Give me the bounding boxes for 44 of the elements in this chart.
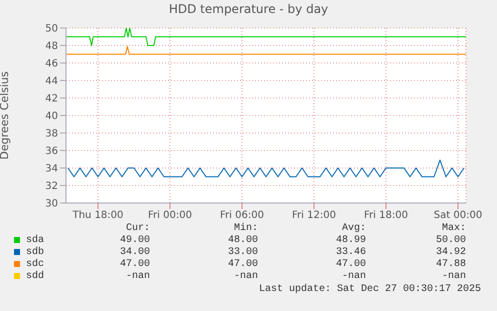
y-tick-label: 46 <box>45 58 58 70</box>
text: -nan <box>232 271 258 282</box>
text: Min: <box>232 223 258 234</box>
legend-label: sda <box>26 235 44 246</box>
x-tick-label: Thu 18:00 <box>72 210 124 222</box>
text: 34.92 <box>434 247 466 258</box>
y-tick-label: 40 <box>45 111 58 122</box>
x-tick-label: Fri 00:00 <box>148 210 192 222</box>
text: -nan <box>340 271 366 282</box>
y-tick-label: 32 <box>45 181 58 192</box>
x-tick-label: Fri 18:00 <box>364 210 408 222</box>
y-tick-label: 50 <box>45 24 58 35</box>
x-tick-label: Fri 12:00 <box>292 210 336 222</box>
y-axis-title: Degrees Celsius <box>0 71 11 160</box>
text: 34.00 <box>118 247 150 258</box>
text: 48.99 <box>334 235 366 246</box>
text: 33.00 <box>226 247 258 258</box>
text: 50.00 <box>434 235 466 246</box>
legend-label: sdc <box>26 259 44 270</box>
text: -nan <box>440 271 466 282</box>
text: 48.00 <box>226 235 258 246</box>
text: -nan <box>124 271 150 282</box>
y-tick-label: 44 <box>45 76 58 88</box>
text: 49.00 <box>118 235 150 246</box>
y-tick-label: 48 <box>45 41 58 52</box>
text: 47.00 <box>334 259 366 270</box>
y-tick-label: 36 <box>45 146 58 158</box>
text: Cur: <box>124 223 150 234</box>
text: Max: <box>440 223 466 234</box>
y-tick-label: 34 <box>45 164 58 175</box>
text: 47.00 <box>226 259 258 270</box>
y-tick-label: 30 <box>45 198 58 210</box>
text: 47.00 <box>118 259 150 270</box>
x-tick-label: Sat 00:00 <box>434 210 482 222</box>
y-tick-label: 38 <box>45 128 58 140</box>
text: 33.46 <box>334 247 366 258</box>
text: 47.88 <box>434 259 466 270</box>
text: Last update: Sat Dec 27 00:30:17 2025 <box>258 284 481 295</box>
legend-label: sdd <box>26 271 44 282</box>
legend-label: sdb <box>26 247 44 258</box>
chart-title: HDD temperature - by day <box>168 2 330 16</box>
x-tick-label: Fri 06:00 <box>220 210 264 222</box>
text: Avg: <box>340 223 366 234</box>
y-tick-label: 42 <box>45 94 58 105</box>
